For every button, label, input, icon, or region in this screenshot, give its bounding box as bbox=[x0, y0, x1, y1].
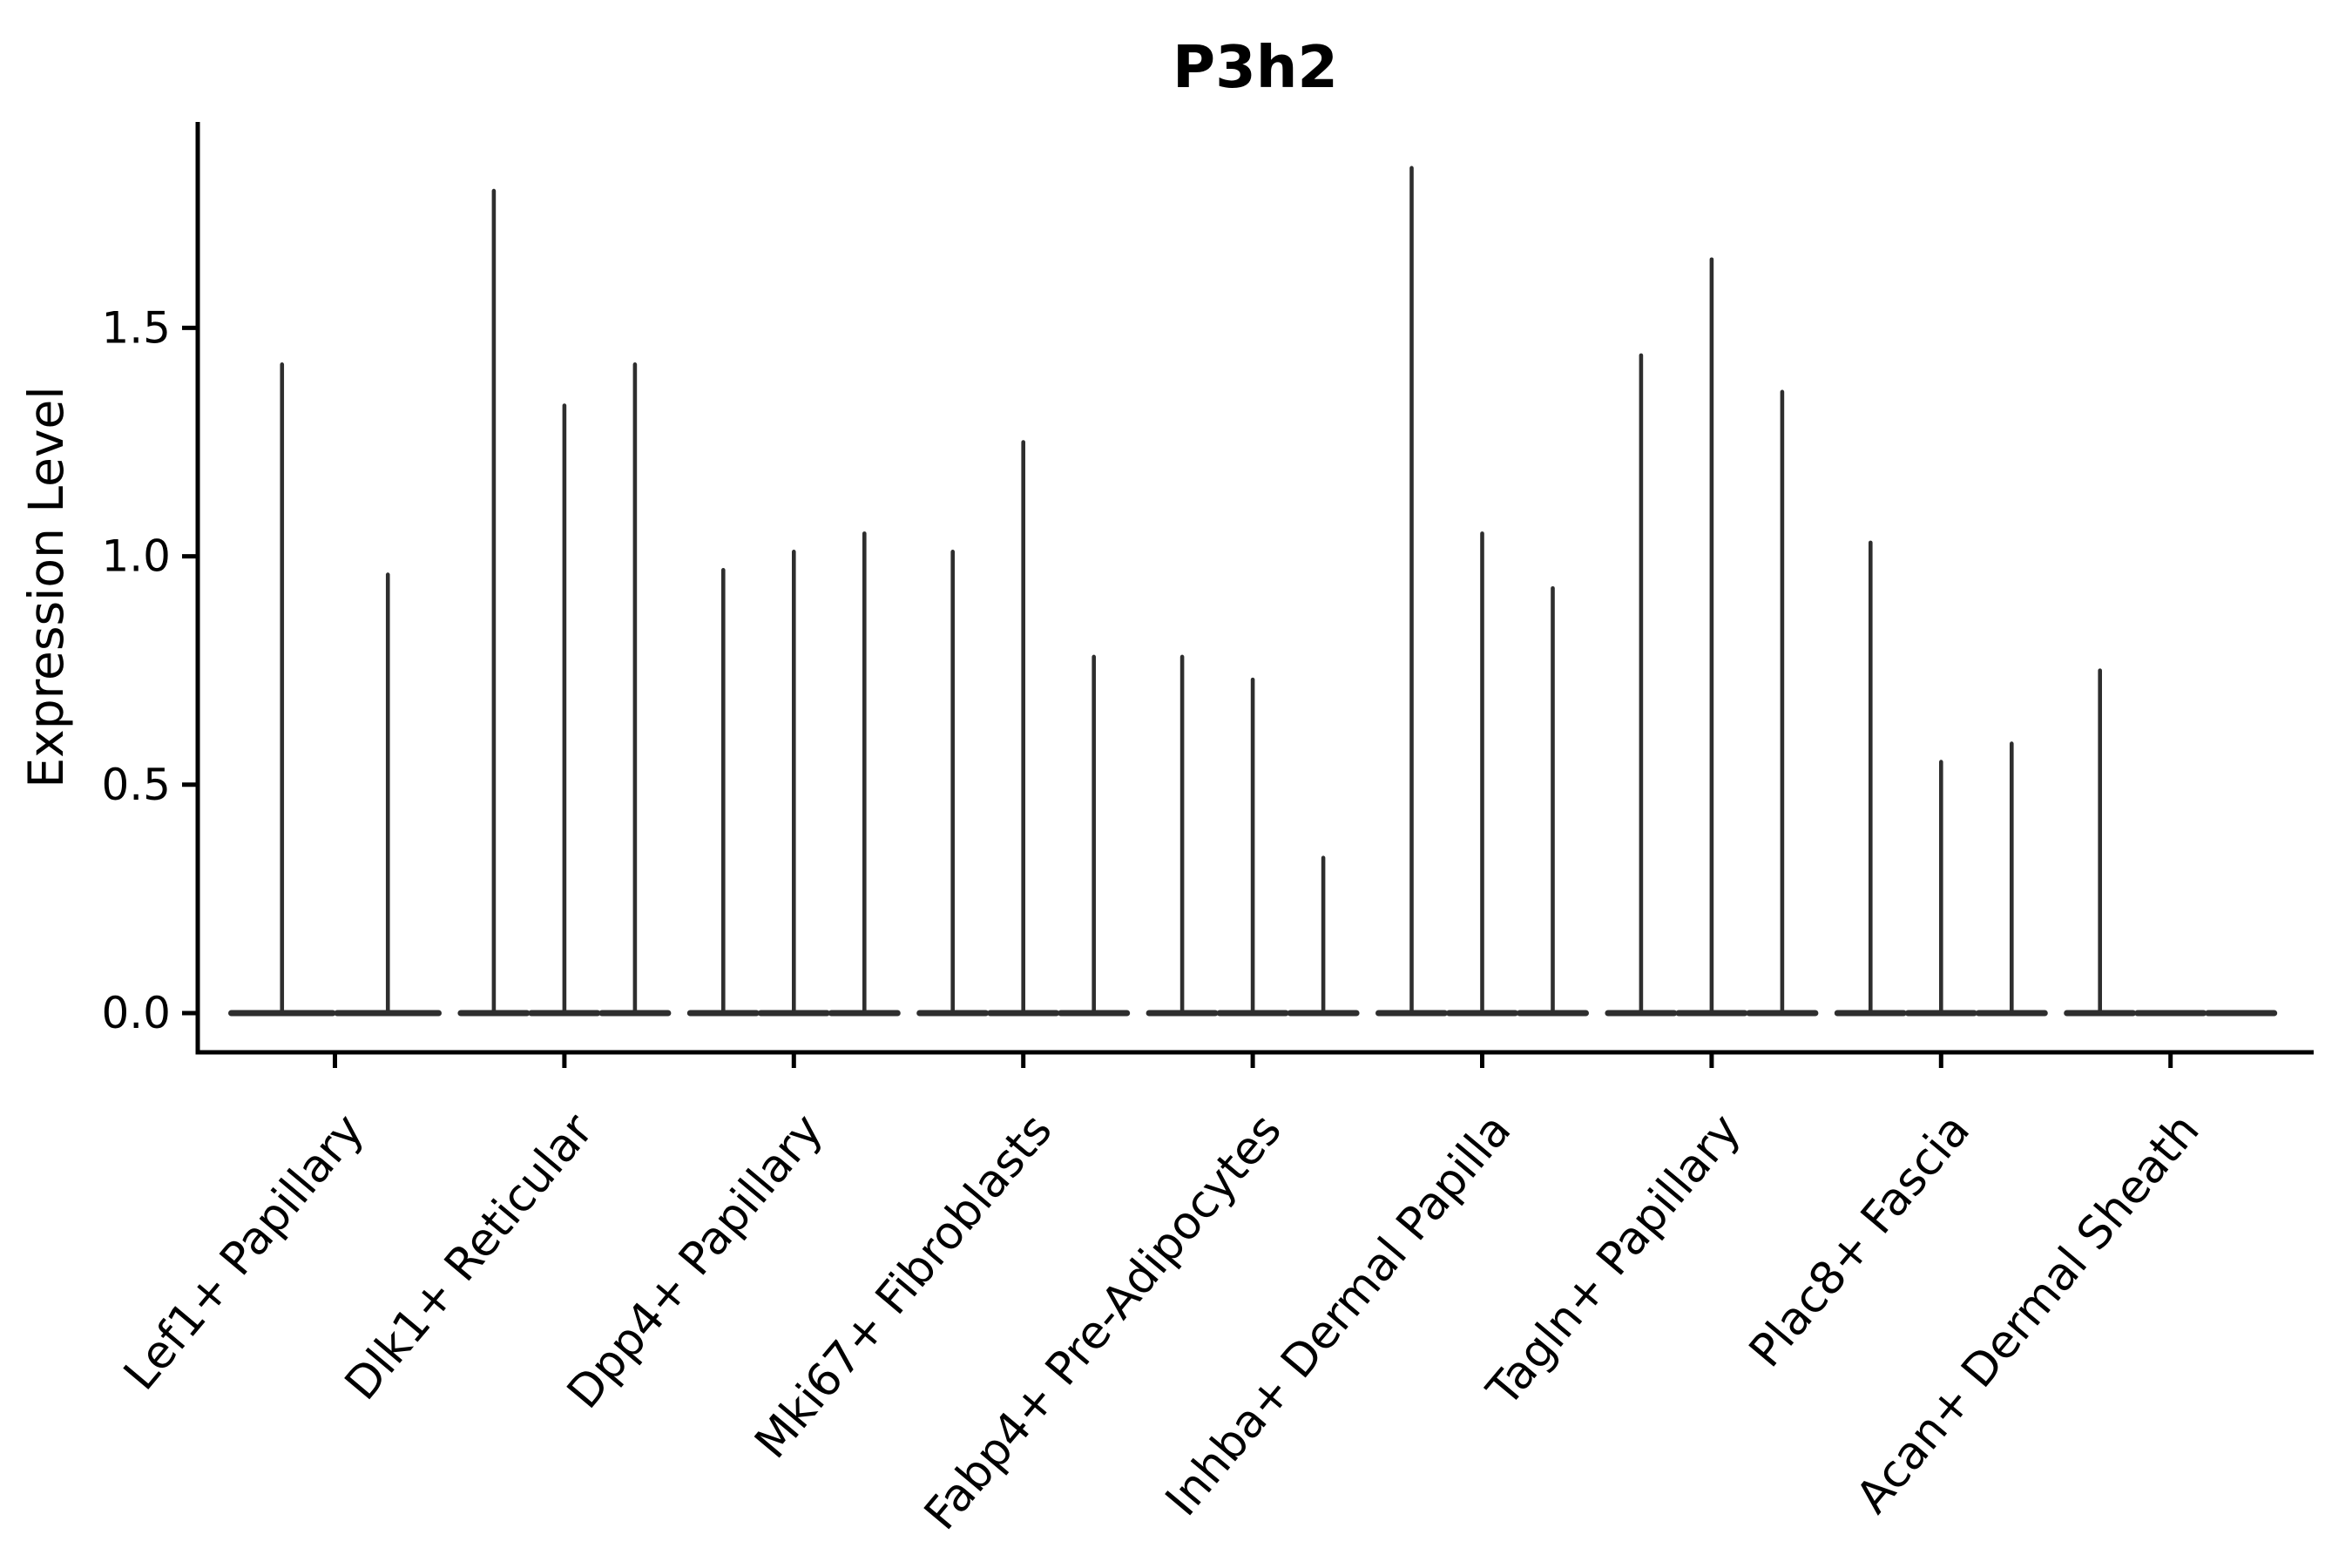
y-tick-label: 0.0 bbox=[101, 988, 171, 1038]
violin-base bbox=[2134, 1010, 2207, 1017]
violins-group bbox=[228, 166, 2278, 1017]
violin-group bbox=[1375, 166, 1589, 1017]
chart-title: P3h2 bbox=[1173, 33, 1338, 101]
violin-group bbox=[228, 362, 442, 1017]
violin-base bbox=[2205, 1010, 2278, 1017]
y-tick-label: 1.5 bbox=[101, 302, 171, 353]
violin-group bbox=[1146, 654, 1360, 1017]
violin-group bbox=[1834, 540, 2048, 1017]
y-tick-label: 1.0 bbox=[101, 531, 171, 582]
violin-group bbox=[916, 440, 1131, 1017]
violin-group bbox=[686, 531, 901, 1017]
y-axis-label: Expression Level bbox=[18, 386, 74, 787]
violin-group bbox=[457, 188, 672, 1017]
violin-group bbox=[1605, 257, 1819, 1017]
violin-group bbox=[2064, 668, 2278, 1017]
y-tick-label: 0.5 bbox=[101, 760, 171, 810]
